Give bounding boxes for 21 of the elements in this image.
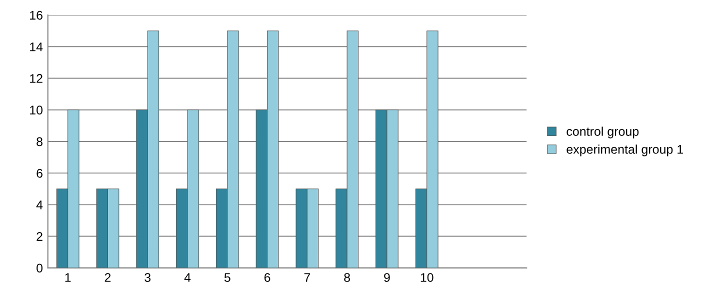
x-tick-label: 7 [304,273,310,282]
x-tick-label: 9 [384,273,390,282]
y-tick-label: 16 [30,10,42,20]
y-tick-label: 4 [36,200,43,210]
legend-label: experimental group 1 [566,144,683,156]
y-tick-label: 6 [36,168,42,178]
y-tick-label: 8 [36,137,42,146]
y-tick-label: 2 [36,232,42,241]
y-tick-label: 14 [30,42,43,52]
x-tick-label: 1 [65,273,71,282]
y-tick-label: 10 [30,106,43,115]
x-tick-label: 6 [264,273,270,282]
x-tick-label: 3 [144,273,151,282]
x-tick-label: 5 [224,273,230,282]
y-tick-label: 0 [36,264,43,273]
x-tick-label: 10 [420,273,434,282]
legend-label: control group [566,126,639,138]
x-tick-label: 8 [344,273,350,282]
x-tick-label: 2 [104,273,111,282]
x-tick-label: 4 [184,273,191,282]
y-tick-label: 12 [30,74,42,83]
